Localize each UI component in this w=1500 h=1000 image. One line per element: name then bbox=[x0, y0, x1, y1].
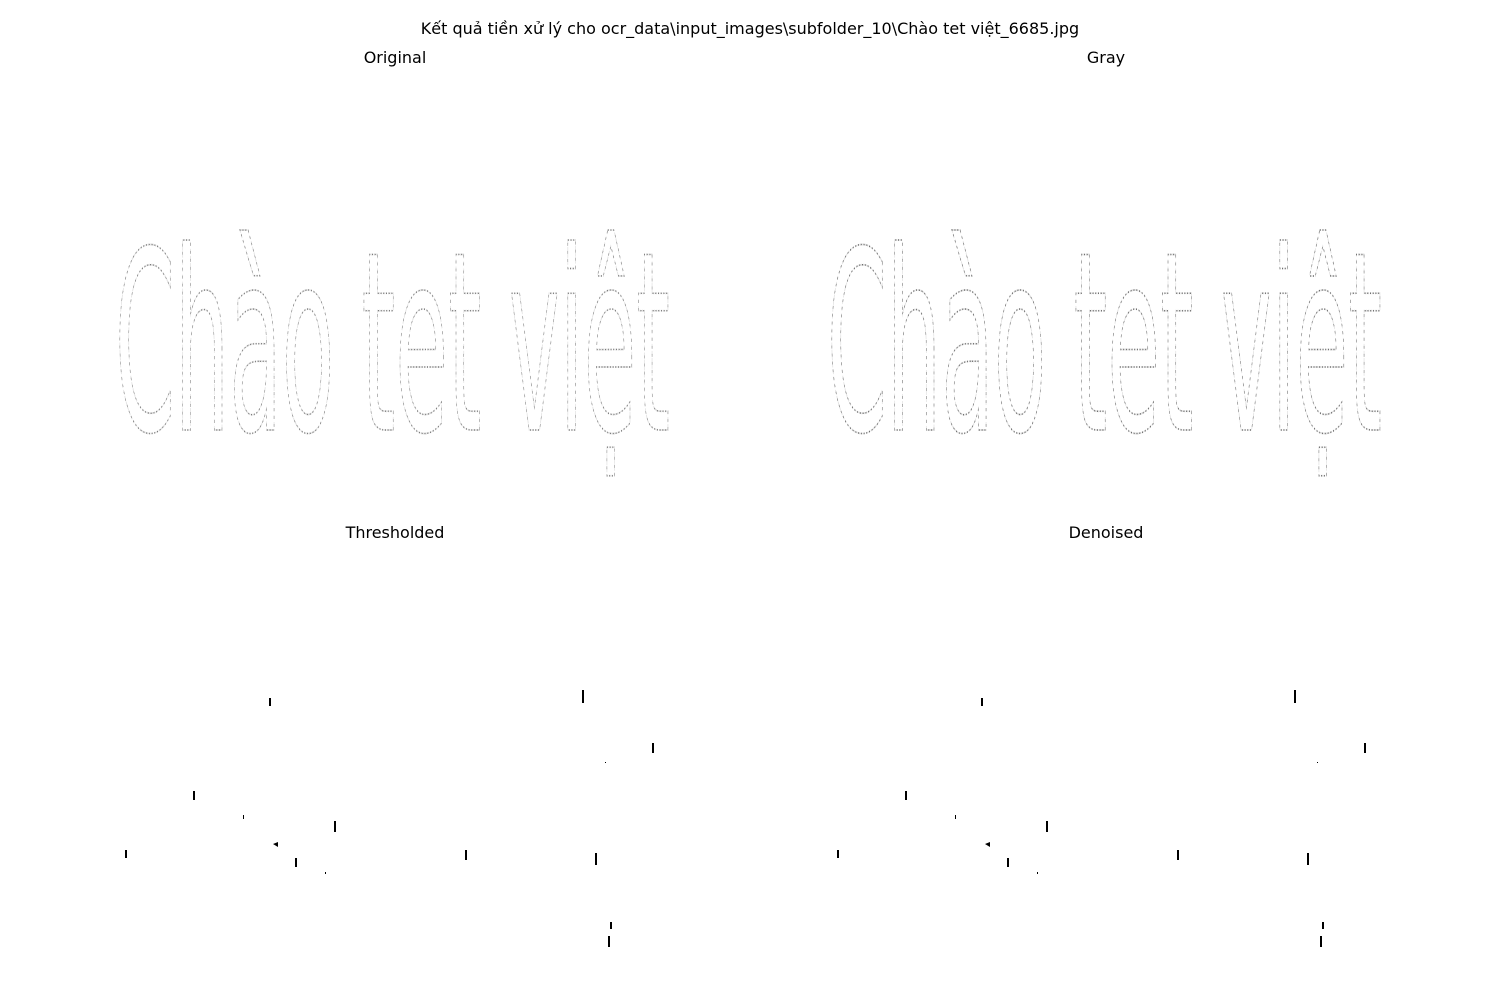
figure-title: Kết quả tiền xử lý cho ocr_data\input_im… bbox=[420, 19, 1080, 38]
original-image: Chào tet việt Chào tet việt bbox=[100, 170, 690, 515]
panel-title-thresholded: Thresholded bbox=[345, 523, 445, 542]
denoised-image bbox=[812, 645, 1402, 990]
original-image-text: Chào tet việt bbox=[115, 198, 670, 489]
panel-title-gray: Gray bbox=[1086, 48, 1126, 67]
gray-image: Chào tet việt Chào tet việt bbox=[812, 170, 1402, 515]
panel-title-original: Original bbox=[363, 48, 427, 67]
thresholded-speckles bbox=[125, 690, 654, 947]
thresholded-image bbox=[100, 645, 690, 990]
original-image-text-overlay: Chào tet việt bbox=[115, 198, 670, 489]
denoised-speckles bbox=[837, 690, 1366, 947]
gray-image-text-overlay: Chào tet việt bbox=[827, 198, 1382, 489]
gray-image-text: Chào tet việt bbox=[827, 198, 1382, 489]
panel-title-denoised: Denoised bbox=[1068, 523, 1144, 542]
